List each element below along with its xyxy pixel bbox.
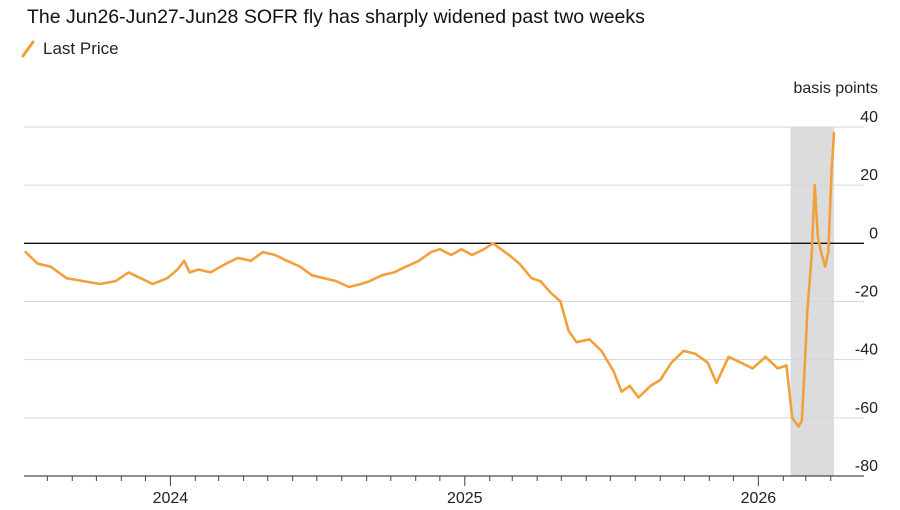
x-tick-label: 2026 bbox=[741, 490, 777, 507]
series-group bbox=[24, 131, 836, 428]
y-tick-label: -20 bbox=[855, 284, 878, 301]
y-tick-labels: 40 20 0 -20 -40 -60 -80 bbox=[855, 109, 878, 475]
y-axis-label: basis points bbox=[794, 80, 879, 97]
y-tick-label: 20 bbox=[860, 167, 878, 184]
gridlines bbox=[24, 126, 864, 477]
legend-swatch bbox=[21, 40, 35, 58]
series-line-last-price bbox=[24, 131, 836, 428]
chart-title: The Jun26-Jun27-Jun28 SOFR fly has sharp… bbox=[27, 6, 645, 28]
legend: Last Price bbox=[21, 39, 119, 59]
y-tick-label: -40 bbox=[855, 342, 878, 359]
y-tick-label: -60 bbox=[855, 400, 878, 417]
y-tick-label: 0 bbox=[869, 225, 878, 242]
y-tick-label: 40 bbox=[860, 109, 878, 126]
x-axis: 2024 2025 2026 bbox=[24, 475, 864, 507]
x-tick-label: 2024 bbox=[153, 490, 189, 507]
legend-label: Last Price bbox=[43, 39, 119, 58]
y-tick-label: -80 bbox=[855, 458, 878, 475]
x-tick-label: 2025 bbox=[447, 490, 483, 507]
